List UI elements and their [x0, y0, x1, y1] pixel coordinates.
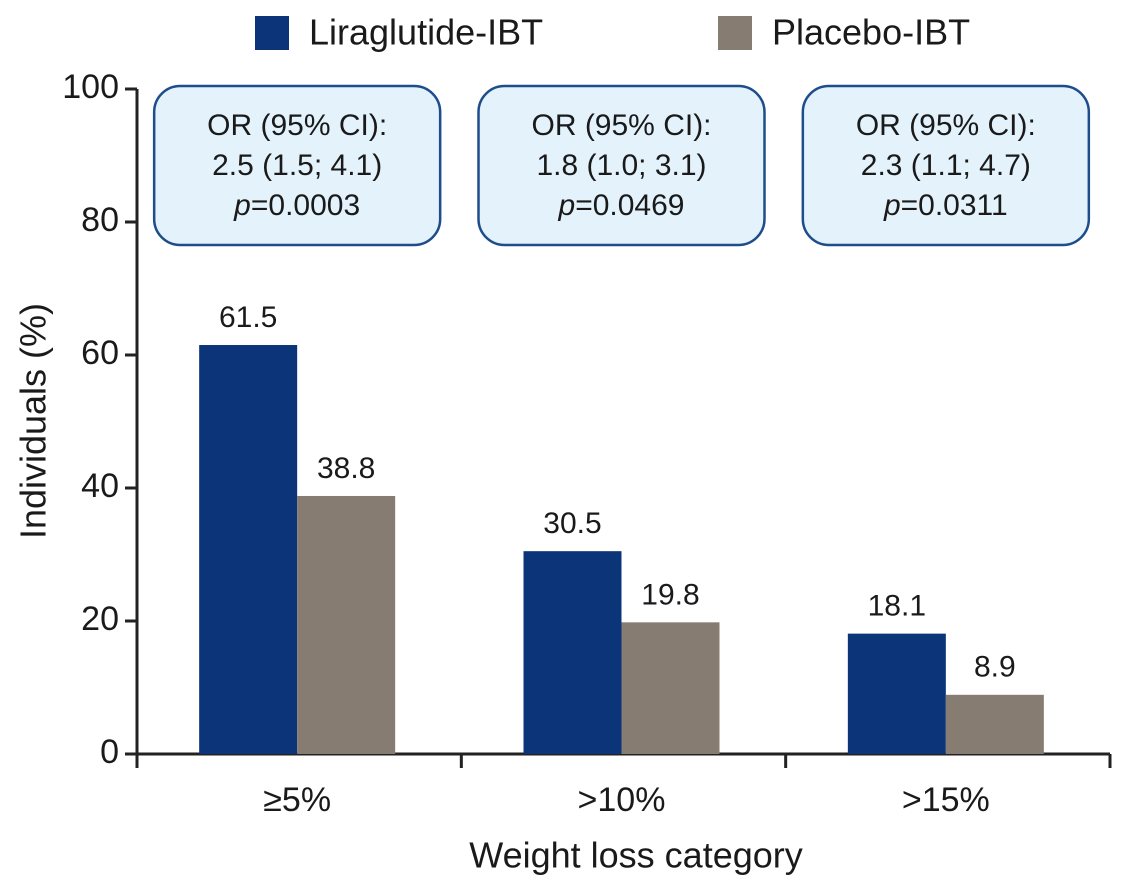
- bar: [199, 345, 298, 754]
- annotation-text: OR (95% CI):: [531, 109, 711, 142]
- value-label: 61.5: [219, 301, 277, 334]
- annotation-text: OR (95% CI):: [856, 109, 1036, 142]
- x-tick-label: >10%: [578, 781, 666, 819]
- legend-swatch: [718, 16, 752, 50]
- legend-label: Liraglutide-IBT: [309, 12, 543, 53]
- legend-label: Placebo-IBT: [772, 12, 970, 53]
- x-axis-label: Weight loss category: [469, 835, 803, 876]
- y-tick-label: 20: [81, 600, 119, 638]
- y-tick-label: 40: [81, 467, 119, 505]
- annotation-box: [152, 84, 442, 247]
- y-tick-label: 100: [62, 68, 119, 106]
- value-label: 30.5: [543, 507, 601, 540]
- bar: [945, 694, 1044, 754]
- bar: [621, 622, 720, 754]
- value-label: 18.1: [868, 590, 926, 623]
- y-axis-label: Individuals (%): [13, 303, 54, 539]
- value-label: 19.8: [641, 578, 699, 611]
- legend-swatch: [255, 16, 289, 50]
- annotation-box: [477, 84, 766, 247]
- annotation-text: 2.5 (1.5; 4.1): [212, 149, 382, 182]
- annotation-text: p=0.0311: [883, 189, 1008, 222]
- annotation-text: 1.8 (1.0; 3.1): [536, 149, 706, 182]
- bar: [847, 633, 946, 754]
- bar: [297, 495, 396, 754]
- y-tick-label: 60: [81, 334, 119, 372]
- value-label: 38.8: [317, 452, 375, 485]
- y-tick-label: 0: [100, 733, 119, 771]
- value-label: 8.9: [974, 651, 1016, 684]
- annotation-box: [801, 84, 1091, 247]
- bar: [523, 551, 622, 754]
- annotation-text: p=0.0469: [558, 189, 685, 222]
- x-tick-label: ≥5%: [263, 781, 331, 819]
- x-tick-label: >15%: [902, 781, 990, 819]
- y-tick-label: 80: [81, 201, 119, 239]
- annotation-text: p=0.0003: [233, 189, 360, 222]
- annotation-text: OR (95% CI):: [207, 109, 387, 142]
- annotation-text: 2.3 (1.1; 4.7): [861, 149, 1031, 182]
